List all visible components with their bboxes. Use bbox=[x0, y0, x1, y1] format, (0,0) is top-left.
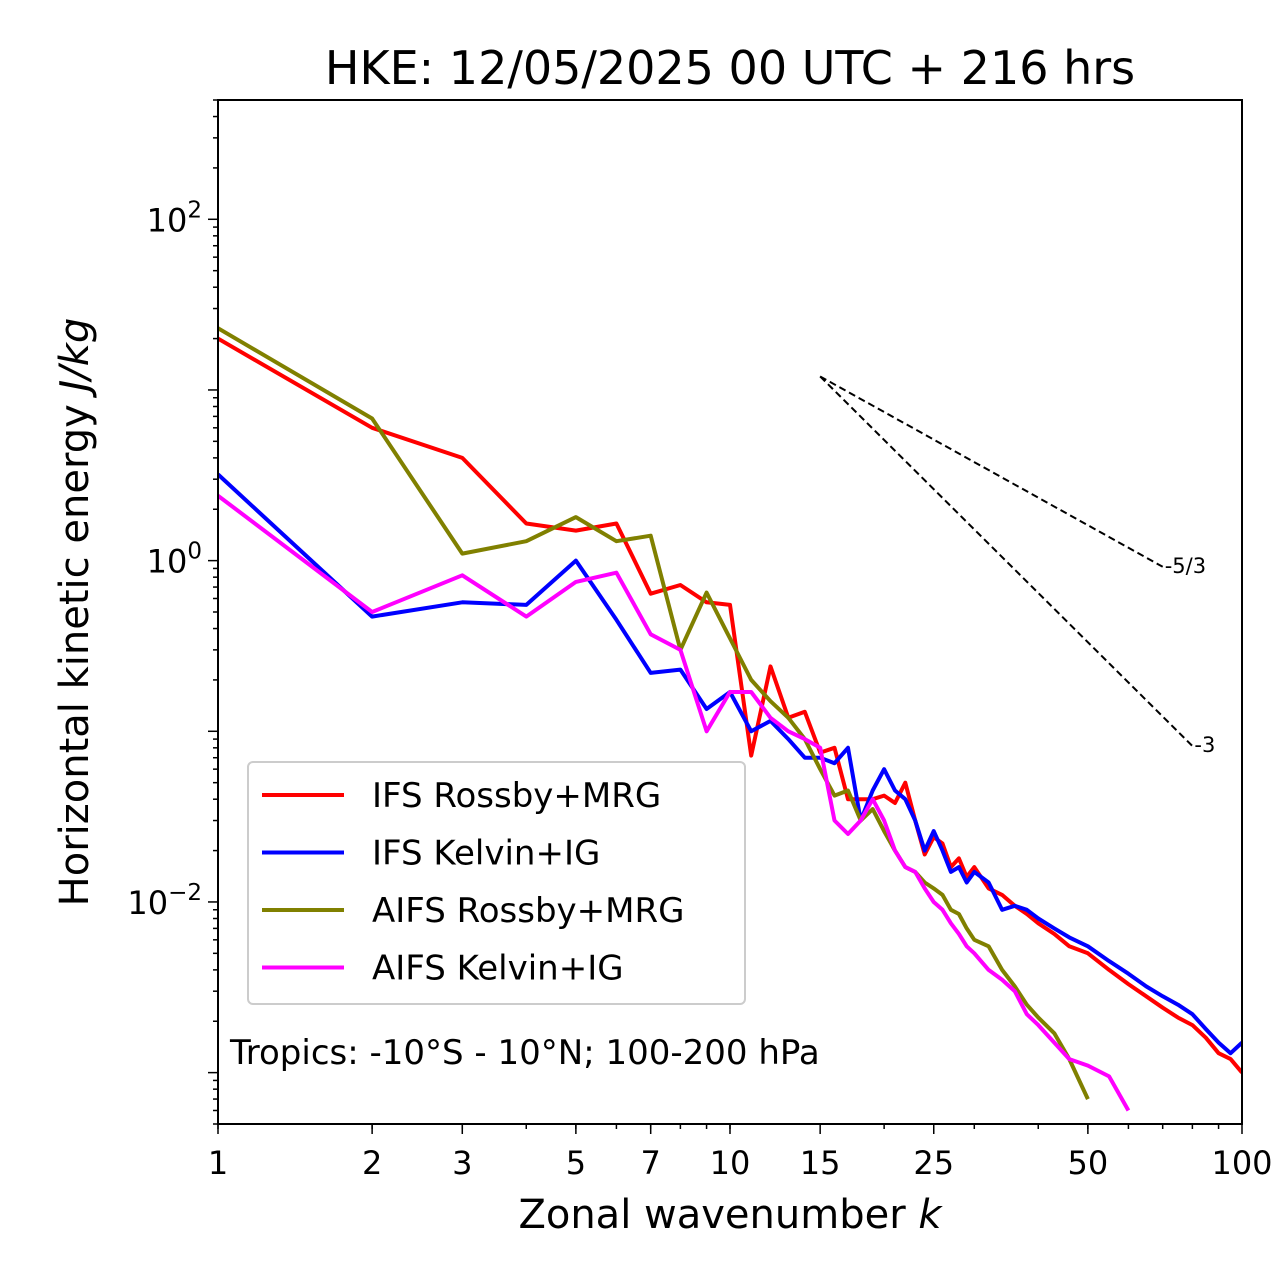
y-axis-label: Horizontal kinetic energy J/kg bbox=[52, 318, 98, 907]
plot-frame bbox=[217, 99, 1243, 1125]
x-tick-label: 5 bbox=[566, 1144, 586, 1182]
reference-slope-label: -5/3 bbox=[1165, 554, 1206, 578]
x-axis-ticks: 1 2 3 5 7 10 15 25 50 100 bbox=[208, 1124, 1273, 1182]
y-axis-label-unit: J/kg bbox=[52, 318, 98, 399]
series-line bbox=[218, 472, 1242, 1056]
legend-label: IFS Rossby+MRG bbox=[372, 776, 661, 816]
x-axis-label: Zonal wavenumber k bbox=[518, 1192, 943, 1238]
plot-lines bbox=[218, 326, 1242, 1112]
x-tick-label: 1 bbox=[208, 1144, 228, 1182]
legend: IFS Rossby+MRG IFS Kelvin+IG AIFS Rossby+M… bbox=[247, 761, 746, 1005]
chart-title: HKE: 12/05/2025 00 UTC + 216 hrs bbox=[325, 41, 1135, 95]
annotation-text: Tropics: -10°S - 10°N; 100-200 hPa bbox=[229, 1033, 820, 1073]
reference-slope-label: -3 bbox=[1194, 733, 1215, 757]
x-tick-label: 10 bbox=[710, 1144, 751, 1182]
reference-slopes: -5/3 -3 bbox=[819, 375, 1215, 757]
y-tick-label: 100 bbox=[147, 539, 202, 581]
x-tick-label: 25 bbox=[913, 1144, 954, 1182]
x-tick-label: 15 bbox=[800, 1144, 841, 1182]
legend-box bbox=[247, 761, 746, 1005]
y-axis-label-text: Horizontal kinetic energy bbox=[52, 392, 98, 907]
legend-label: AIFS Rossby+MRG bbox=[372, 891, 684, 931]
y-tick-label: 10−2 bbox=[127, 880, 202, 922]
series-line bbox=[218, 326, 1090, 1100]
x-tick-label: 3 bbox=[452, 1144, 472, 1182]
x-tick-label: 50 bbox=[1068, 1144, 1109, 1182]
x-tick-label: 100 bbox=[1211, 1144, 1272, 1182]
legend-label: AIFS Kelvin+IG bbox=[372, 949, 624, 989]
x-axis-label-var: k bbox=[918, 1192, 943, 1238]
series-line bbox=[218, 494, 1131, 1112]
x-tick-label: 2 bbox=[362, 1144, 382, 1182]
x-tick-label: 7 bbox=[641, 1144, 661, 1182]
y-tick-label: 102 bbox=[147, 197, 202, 239]
legend-label: IFS Kelvin+IG bbox=[372, 834, 600, 874]
x-axis-label-text: Zonal wavenumber bbox=[518, 1192, 918, 1238]
